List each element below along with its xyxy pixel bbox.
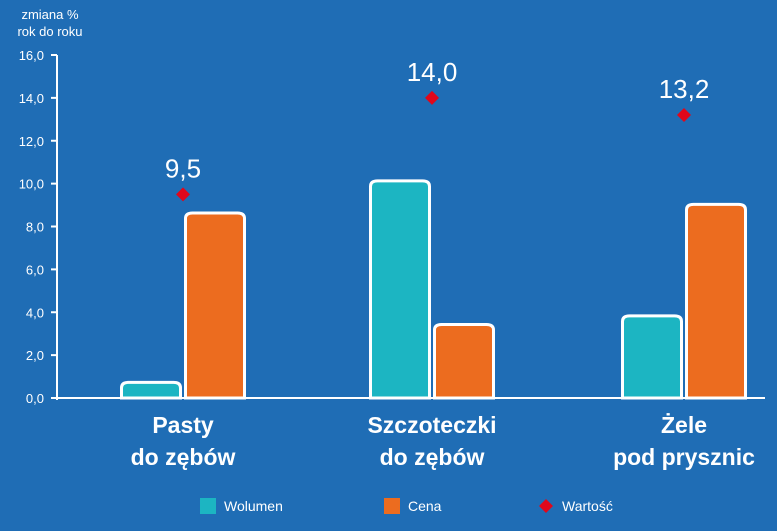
value-data-label: 14,0	[407, 57, 458, 87]
y-tick-label: 12,0	[19, 134, 44, 149]
bar-cena	[685, 202, 747, 400]
x-category-label: Szczoteczki	[367, 412, 496, 438]
y-tick-label: 4,0	[26, 305, 44, 320]
x-category-label: do zębów	[380, 444, 485, 470]
y-tick-label: 10,0	[19, 177, 44, 192]
y-axis-label-line-1: zmiana %	[21, 7, 79, 22]
legend-label-wolumen: Wolumen	[224, 498, 283, 514]
value-data-label: 13,2	[659, 74, 710, 104]
legend-label-cena: Cena	[408, 498, 442, 514]
y-tick-label: 6,0	[26, 262, 44, 277]
y-axis-label-line-2: rok do roku	[17, 24, 83, 39]
x-category-label: Żele	[661, 412, 707, 438]
bar-wolumen	[120, 380, 182, 400]
legend-swatch-wartość	[539, 499, 553, 513]
x-category-label: Pasty	[152, 412, 214, 438]
y-tick-label: 0,0	[26, 391, 44, 406]
legend-swatch-cena	[384, 498, 400, 514]
bar-wolumen	[621, 314, 683, 400]
value-marker	[176, 187, 190, 202]
value-data-label: 9,5	[165, 153, 201, 183]
legend-swatch-wolumen	[200, 498, 216, 514]
value-marker	[425, 90, 439, 105]
x-category-label: pod prysznic	[613, 444, 755, 470]
y-tick-label: 8,0	[26, 220, 44, 235]
y-tick-label: 14,0	[19, 91, 44, 106]
value-marker	[677, 108, 691, 123]
bar-cena	[433, 322, 495, 400]
y-tick-label: 2,0	[26, 348, 44, 363]
legend-label-wartość: Wartość	[562, 498, 613, 514]
x-category-label: do zębów	[131, 444, 236, 470]
bar-wolumen	[369, 179, 431, 400]
y-tick-label: 16,0	[19, 48, 44, 63]
bar-cena	[184, 211, 246, 400]
